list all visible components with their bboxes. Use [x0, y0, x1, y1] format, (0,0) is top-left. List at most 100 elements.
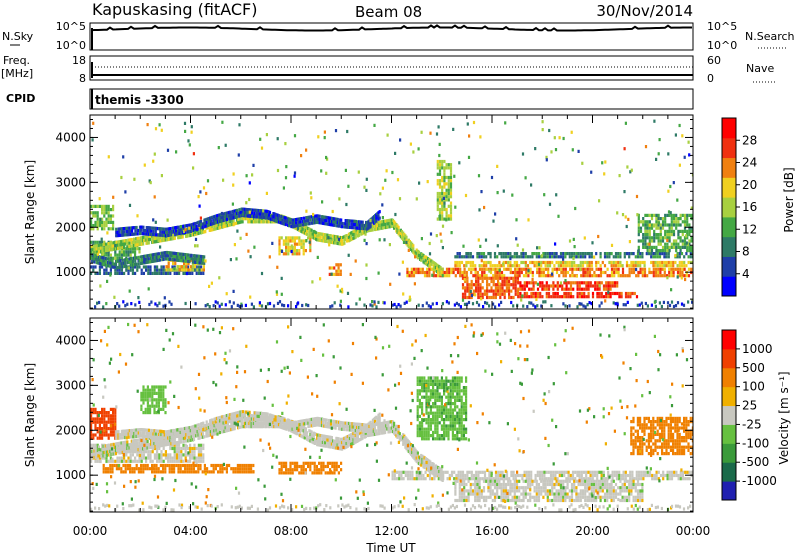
heatmap-cell — [644, 470, 647, 474]
heatmap-cell — [189, 456, 192, 460]
heatmap-cell — [116, 268, 119, 272]
heatmap-cell — [136, 268, 139, 272]
heatmap-cell — [634, 255, 637, 259]
scatter-cell — [249, 295, 252, 299]
heatmap-cell — [131, 265, 134, 269]
heatmap-cell — [568, 252, 571, 256]
heatmap-cell — [641, 255, 644, 259]
heatmap-cell — [498, 260, 501, 265]
scatter-cell — [418, 181, 421, 185]
heatmap-cell — [100, 249, 103, 253]
heatmap-cell — [655, 473, 658, 478]
heatmap-cell — [441, 166, 444, 170]
heatmap-cell — [663, 264, 666, 268]
heatmap-cell — [289, 221, 292, 225]
ground-cell — [459, 305, 462, 309]
heatmap-cell — [302, 252, 305, 256]
nsearch-label: N.Search — [745, 30, 795, 43]
heatmap-cell — [494, 267, 497, 271]
scatter-cell — [541, 128, 544, 132]
heatmap-cell — [547, 295, 551, 299]
heatmap-cell — [173, 459, 176, 463]
heatmap-cell — [663, 260, 666, 265]
heatmap-cell — [688, 239, 691, 243]
scatter-cell — [265, 133, 268, 137]
heatmap-cell — [567, 281, 570, 285]
heatmap-cell — [90, 265, 93, 269]
heatmap-cell — [691, 255, 693, 259]
heatmap-cell — [362, 223, 365, 228]
heatmap-cell — [690, 245, 693, 249]
heatmap-cell — [496, 255, 499, 259]
heatmap-cell — [569, 287, 573, 291]
heatmap-cell — [497, 283, 500, 287]
heatmap-cell — [123, 242, 127, 246]
heatmap-cell — [408, 274, 411, 278]
heatmap-cell — [354, 235, 357, 239]
heatmap-cell — [133, 232, 136, 236]
heatmap-cell — [337, 266, 340, 270]
heatmap-cell — [419, 270, 422, 275]
heatmap-cell — [538, 267, 541, 271]
heatmap-cell — [125, 247, 128, 251]
heatmap-cell — [480, 252, 483, 256]
heatmap-cell — [300, 464, 303, 469]
heatmap-cell — [318, 471, 321, 475]
heatmap-cell — [167, 227, 170, 231]
heatmap-cell — [95, 254, 98, 258]
heatmap-cell — [619, 260, 622, 265]
heatmap-cell — [96, 443, 99, 447]
scatter-cell — [326, 157, 329, 161]
heatmap-cell — [104, 260, 107, 264]
heatmap-cell — [240, 210, 243, 214]
heatmap-cell — [542, 270, 545, 275]
heatmap-cell — [94, 420, 97, 424]
heatmap-cell — [173, 467, 176, 471]
heatmap-cell — [146, 257, 149, 261]
heatmap-cell — [274, 219, 277, 223]
heatmap-cell — [147, 254, 150, 258]
heatmap-cell — [109, 217, 112, 221]
heatmap-cell — [155, 226, 158, 231]
heatmap-cell — [398, 473, 401, 478]
heatmap-cell — [665, 260, 668, 265]
heatmap-cell — [104, 470, 107, 474]
heatmap-cell — [454, 255, 457, 259]
heatmap-cell — [436, 159, 439, 164]
heatmap-cell — [340, 461, 343, 465]
heatmap-cell — [469, 264, 472, 268]
heatmap-cell — [646, 249, 649, 253]
heatmap-cell — [116, 253, 119, 257]
ground-cell — [494, 305, 497, 309]
heatmap-cell — [202, 453, 205, 457]
heatmap-cell — [595, 264, 598, 268]
heatmap-cell — [137, 470, 140, 474]
ground-cell — [624, 303, 627, 307]
heatmap-cell — [461, 295, 465, 300]
heatmap-cell — [683, 217, 687, 221]
heatmap-cell — [189, 271, 192, 275]
heatmap-cell — [464, 279, 467, 284]
heatmap-cell — [406, 240, 409, 244]
heatmap-cell — [109, 470, 112, 474]
heatmap-cell — [375, 219, 378, 223]
scatter-cell — [146, 123, 149, 127]
heatmap-cell — [441, 159, 444, 164]
scatter-cell — [666, 238, 669, 242]
ground-cell — [369, 303, 372, 307]
heatmap-cell — [512, 276, 515, 280]
heatmap-cell — [569, 291, 573, 296]
scatter-cell — [541, 120, 544, 124]
heatmap-cell — [455, 473, 458, 478]
heatmap-cell — [147, 271, 150, 275]
heatmap-cell — [138, 232, 142, 236]
heatmap-cell — [156, 459, 159, 463]
heatmap-cell — [639, 264, 642, 268]
heatmap-cell — [91, 259, 94, 263]
heatmap-cell — [486, 292, 489, 296]
scatter-cell — [554, 242, 557, 246]
station-title: Kapuskasing (fitACF) — [92, 0, 257, 19]
heatmap-cell — [624, 295, 628, 299]
heatmap-cell — [405, 238, 408, 243]
heatmap-cell — [667, 260, 670, 265]
